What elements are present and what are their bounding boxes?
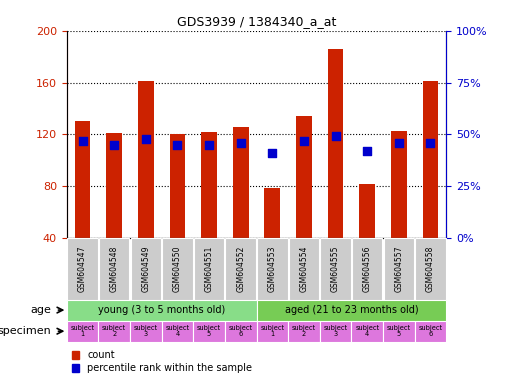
FancyBboxPatch shape	[352, 238, 382, 300]
FancyBboxPatch shape	[131, 238, 161, 300]
Text: subject
6: subject 6	[419, 325, 443, 338]
FancyBboxPatch shape	[67, 300, 256, 321]
Text: GSM604549: GSM604549	[141, 245, 150, 292]
FancyBboxPatch shape	[130, 321, 162, 342]
FancyBboxPatch shape	[225, 321, 256, 342]
FancyBboxPatch shape	[320, 321, 351, 342]
Text: GSM604552: GSM604552	[236, 246, 245, 292]
Point	[142, 136, 150, 142]
Text: age: age	[30, 305, 51, 315]
Text: subject
6: subject 6	[229, 325, 253, 338]
FancyBboxPatch shape	[351, 321, 383, 342]
Point	[300, 137, 308, 144]
Bar	[264, 187, 280, 238]
Text: subject
5: subject 5	[197, 325, 221, 338]
FancyBboxPatch shape	[288, 321, 320, 342]
Text: specimen: specimen	[0, 326, 51, 336]
Text: subject
4: subject 4	[355, 325, 379, 338]
Point	[110, 142, 118, 148]
FancyBboxPatch shape	[384, 238, 414, 300]
FancyBboxPatch shape	[67, 238, 97, 300]
Legend: count, percentile rank within the sample: count, percentile rank within the sample	[71, 351, 252, 373]
Title: GDS3939 / 1384340_a_at: GDS3939 / 1384340_a_at	[177, 15, 336, 28]
Text: GSM604551: GSM604551	[205, 246, 213, 292]
FancyBboxPatch shape	[226, 238, 256, 300]
Bar	[169, 134, 185, 238]
FancyBboxPatch shape	[256, 300, 446, 321]
Text: GSM604555: GSM604555	[331, 245, 340, 292]
Point	[236, 140, 245, 146]
FancyBboxPatch shape	[416, 238, 446, 300]
Bar	[328, 49, 344, 238]
Text: aged (21 to 23 months old): aged (21 to 23 months old)	[285, 305, 418, 315]
Point	[78, 137, 87, 144]
Text: subject
1: subject 1	[260, 325, 284, 338]
Text: subject
1: subject 1	[70, 325, 94, 338]
FancyBboxPatch shape	[289, 238, 319, 300]
Text: GSM604557: GSM604557	[394, 245, 403, 292]
Text: GSM604547: GSM604547	[78, 245, 87, 292]
FancyBboxPatch shape	[162, 238, 192, 300]
Point	[173, 142, 182, 148]
Text: GSM604548: GSM604548	[110, 246, 119, 292]
Point	[205, 142, 213, 148]
FancyBboxPatch shape	[383, 321, 415, 342]
Bar	[359, 184, 375, 238]
Text: subject
2: subject 2	[102, 325, 126, 338]
Text: subject
3: subject 3	[134, 325, 158, 338]
Bar	[233, 127, 249, 238]
Text: subject
4: subject 4	[165, 325, 189, 338]
Bar	[201, 132, 217, 238]
FancyBboxPatch shape	[321, 238, 351, 300]
Point	[394, 140, 403, 146]
FancyBboxPatch shape	[256, 321, 288, 342]
Text: subject
2: subject 2	[292, 325, 316, 338]
FancyBboxPatch shape	[193, 321, 225, 342]
Bar	[106, 133, 122, 238]
FancyBboxPatch shape	[415, 321, 446, 342]
Bar	[391, 131, 407, 238]
Text: GSM604558: GSM604558	[426, 246, 435, 292]
Bar	[296, 116, 312, 238]
Text: GSM604556: GSM604556	[363, 245, 372, 292]
Text: GSM604553: GSM604553	[268, 245, 277, 292]
Point	[268, 150, 277, 156]
Text: young (3 to 5 months old): young (3 to 5 months old)	[98, 305, 225, 315]
FancyBboxPatch shape	[99, 238, 129, 300]
Point	[363, 148, 371, 154]
Bar	[74, 121, 90, 238]
Text: GSM604550: GSM604550	[173, 245, 182, 292]
Text: subject
5: subject 5	[387, 325, 411, 338]
Text: subject
3: subject 3	[324, 325, 348, 338]
Point	[426, 140, 435, 146]
Bar	[138, 81, 154, 238]
Point	[331, 133, 340, 139]
FancyBboxPatch shape	[194, 238, 224, 300]
FancyBboxPatch shape	[162, 321, 193, 342]
FancyBboxPatch shape	[67, 321, 98, 342]
Text: GSM604554: GSM604554	[300, 245, 308, 292]
FancyBboxPatch shape	[98, 321, 130, 342]
Bar	[423, 81, 439, 238]
FancyBboxPatch shape	[257, 238, 287, 300]
